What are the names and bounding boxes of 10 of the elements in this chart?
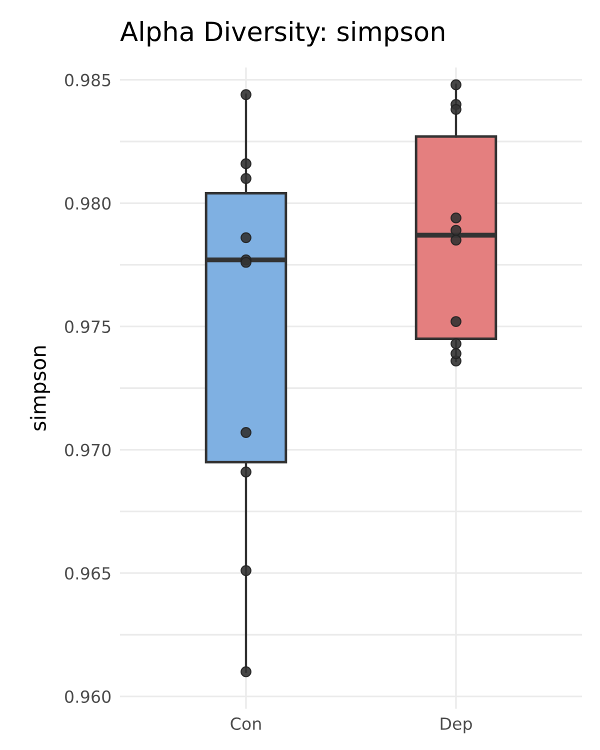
y-tick-label: 0.980 bbox=[65, 197, 111, 210]
y-axis-title: simpson bbox=[30, 346, 50, 430]
chart-title: Alpha Diversity: simpson bbox=[120, 20, 444, 47]
x-tick-label: Dep bbox=[440, 718, 472, 734]
y-tick-label: 0.985 bbox=[65, 74, 110, 86]
y-tick-label: 0.960 bbox=[65, 690, 111, 703]
y-tick-label: 0.965 bbox=[65, 567, 110, 580]
y-tick-label: 0.975 bbox=[65, 320, 110, 334]
y-tick-label: 0.970 bbox=[65, 444, 111, 456]
x-tick-label: Con bbox=[230, 717, 261, 730]
